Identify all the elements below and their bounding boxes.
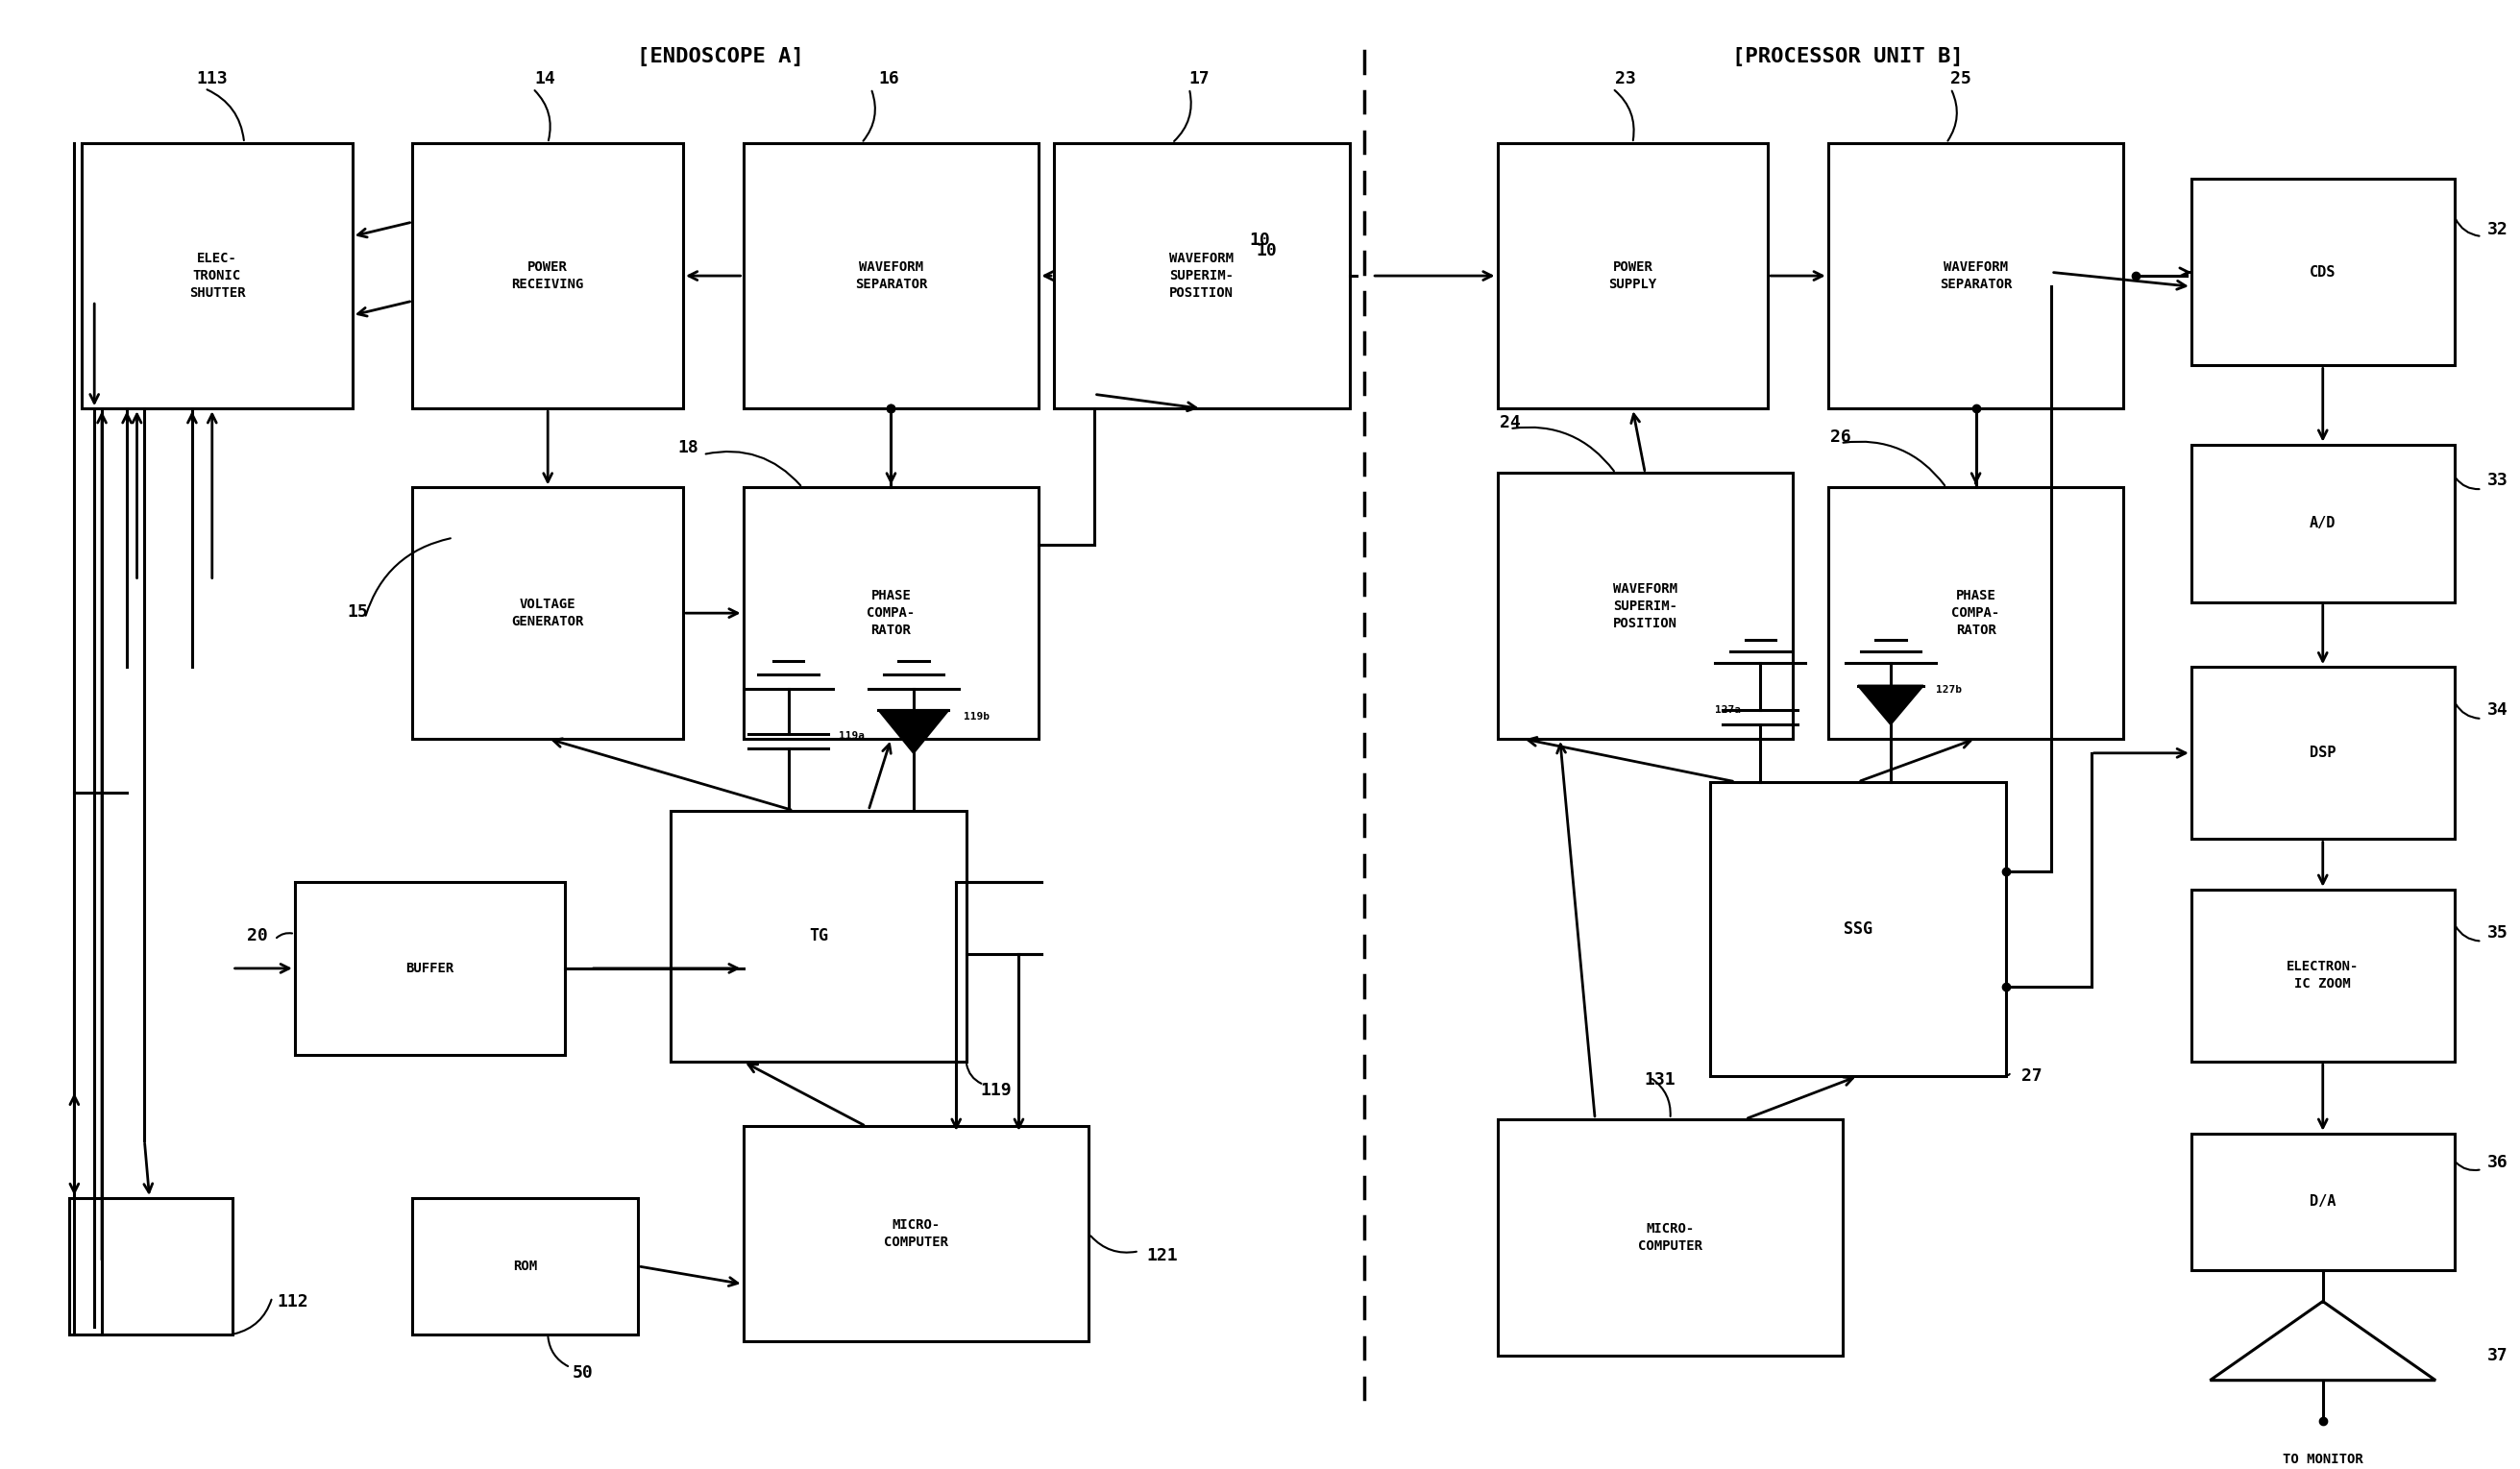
Bar bbox=[295, 883, 564, 1055]
Text: POWER
SUPPLY: POWER SUPPLY bbox=[1608, 260, 1656, 291]
Bar bbox=[413, 1199, 638, 1334]
Bar bbox=[2192, 179, 2454, 366]
Bar bbox=[81, 142, 353, 408]
Text: WAVEFORM
SEPARATOR: WAVEFORM SEPARATOR bbox=[1940, 260, 2011, 291]
Text: PHASE
COMPA-
RATOR: PHASE COMPA- RATOR bbox=[867, 589, 915, 638]
Text: 23: 23 bbox=[1615, 71, 1635, 87]
Text: 35: 35 bbox=[2487, 924, 2507, 942]
Text: 26: 26 bbox=[1830, 429, 1852, 447]
Text: 33: 33 bbox=[2487, 472, 2507, 489]
Text: 119a: 119a bbox=[839, 732, 864, 740]
Text: 112: 112 bbox=[277, 1293, 307, 1310]
Text: [ENDOSCOPE A]: [ENDOSCOPE A] bbox=[638, 47, 804, 66]
Text: [PROCESSOR UNIT B]: [PROCESSOR UNIT B] bbox=[1731, 47, 1963, 66]
Text: VOLTAGE
GENERATOR: VOLTAGE GENERATOR bbox=[512, 598, 585, 629]
Text: 34: 34 bbox=[2487, 701, 2507, 718]
Text: TG: TG bbox=[809, 927, 829, 945]
Text: 50: 50 bbox=[572, 1365, 592, 1382]
Bar bbox=[743, 488, 1038, 739]
Text: 14: 14 bbox=[534, 71, 557, 87]
Bar bbox=[2192, 1134, 2454, 1269]
Text: ELECTRON-
IC ZOOM: ELECTRON- IC ZOOM bbox=[2286, 961, 2359, 990]
Bar bbox=[1711, 782, 2006, 1075]
Text: 131: 131 bbox=[1646, 1072, 1676, 1089]
Bar bbox=[1497, 1119, 1842, 1356]
Text: WAVEFORM
SUPERIM-
POSITION: WAVEFORM SUPERIM- POSITION bbox=[1613, 582, 1678, 630]
Text: PHASE
COMPA-
RATOR: PHASE COMPA- RATOR bbox=[1950, 589, 2001, 638]
Bar bbox=[743, 142, 1038, 408]
Bar bbox=[1053, 142, 1351, 408]
Text: WAVEFORM
SEPARATOR: WAVEFORM SEPARATOR bbox=[854, 260, 927, 291]
Text: 37: 37 bbox=[2487, 1347, 2507, 1365]
Text: 113: 113 bbox=[197, 71, 227, 87]
Bar bbox=[670, 811, 965, 1062]
Text: 36: 36 bbox=[2487, 1153, 2507, 1171]
Text: DSP: DSP bbox=[2311, 746, 2336, 761]
Text: WAVEFORM
SUPERIM-
POSITION: WAVEFORM SUPERIM- POSITION bbox=[1169, 251, 1235, 300]
Text: 32: 32 bbox=[2487, 220, 2507, 238]
Text: TO MONITOR: TO MONITOR bbox=[2283, 1453, 2364, 1466]
Text: 16: 16 bbox=[877, 71, 900, 87]
Text: 119b: 119b bbox=[963, 712, 990, 721]
Polygon shape bbox=[1857, 686, 1923, 724]
Text: SSG: SSG bbox=[1845, 920, 1872, 937]
Text: 17: 17 bbox=[1189, 71, 1210, 87]
Text: 119: 119 bbox=[980, 1081, 1013, 1099]
Text: 24: 24 bbox=[1499, 414, 1520, 432]
Text: A/D: A/D bbox=[2311, 516, 2336, 530]
Text: ELEC-
TRONIC
SHUTTER: ELEC- TRONIC SHUTTER bbox=[189, 251, 244, 300]
Text: 10: 10 bbox=[1257, 242, 1278, 260]
Text: ROM: ROM bbox=[514, 1259, 537, 1274]
Text: MICRO-
COMPUTER: MICRO- COMPUTER bbox=[885, 1219, 948, 1249]
Text: 10: 10 bbox=[1250, 231, 1270, 248]
Bar bbox=[413, 488, 683, 739]
Bar bbox=[2192, 667, 2454, 839]
Text: 18: 18 bbox=[678, 439, 698, 455]
Text: 127b: 127b bbox=[1935, 685, 1961, 695]
Polygon shape bbox=[879, 710, 948, 754]
Text: POWER
RECEIVING: POWER RECEIVING bbox=[512, 260, 585, 291]
Bar bbox=[1827, 488, 2124, 739]
Bar bbox=[71, 1199, 232, 1334]
Text: 121: 121 bbox=[1147, 1247, 1177, 1265]
Bar bbox=[1497, 473, 1792, 739]
Text: BUFFER: BUFFER bbox=[406, 962, 454, 975]
Text: 25: 25 bbox=[1950, 71, 1971, 87]
Bar bbox=[1497, 142, 1769, 408]
Text: D/A: D/A bbox=[2311, 1194, 2336, 1209]
Text: 127a: 127a bbox=[1716, 705, 1741, 715]
Text: 27: 27 bbox=[2021, 1068, 2041, 1084]
Bar bbox=[2192, 445, 2454, 602]
Text: CDS: CDS bbox=[2311, 264, 2336, 279]
Text: MICRO-
COMPUTER: MICRO- COMPUTER bbox=[1638, 1222, 1704, 1253]
Text: 15: 15 bbox=[348, 604, 368, 621]
Bar bbox=[2192, 889, 2454, 1062]
Bar bbox=[413, 142, 683, 408]
Text: 20: 20 bbox=[247, 927, 267, 945]
Bar bbox=[743, 1127, 1089, 1341]
Bar bbox=[1827, 142, 2124, 408]
